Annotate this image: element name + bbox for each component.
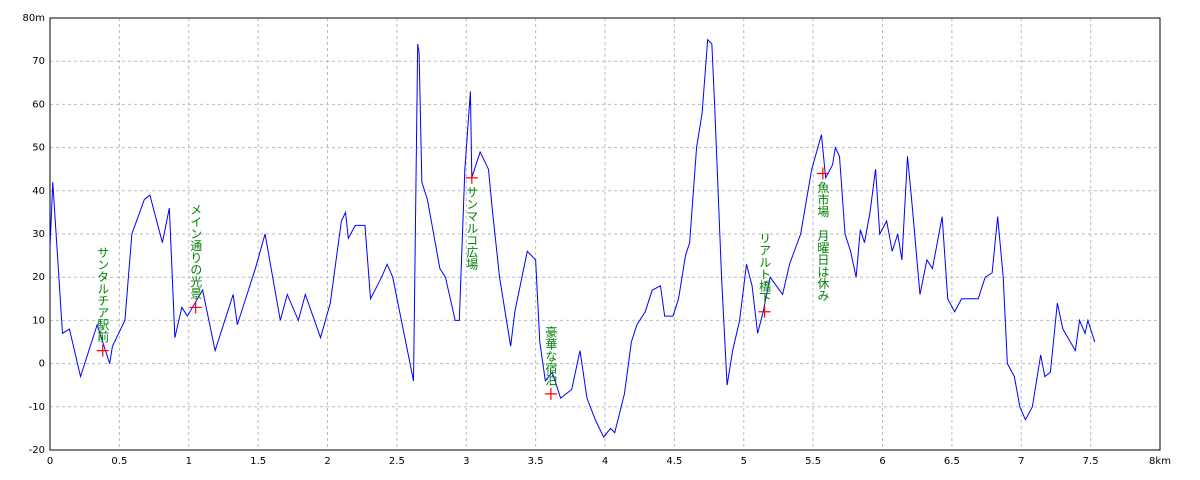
x-tick-label: 6 — [879, 456, 885, 467]
x-tick-label: 0.5 — [111, 456, 127, 467]
y-tick-label: 40 — [32, 186, 45, 197]
x-tick-label: 8km — [1149, 456, 1171, 467]
y-tick-label: 0 — [39, 359, 45, 370]
marker — [758, 305, 771, 318]
annotation: サンマルコ広場 — [465, 186, 479, 271]
y-tick-label: 10 — [32, 315, 45, 326]
y-tick-label: 30 — [32, 229, 45, 240]
plot-frame — [49, 17, 1161, 451]
x-tick-label: 2 — [324, 456, 330, 467]
marker — [96, 344, 109, 357]
x-tick-label: 2.5 — [389, 456, 405, 467]
elevation-line — [49, 38, 1096, 438]
x-tick-label: 0 — [47, 456, 53, 467]
marker — [189, 301, 202, 314]
annotation: サンタルチア駅前 — [96, 247, 110, 343]
annotation: リアルト橋下 — [758, 232, 772, 304]
y-tick-label: 70 — [32, 56, 45, 67]
x-tick-label: 1.5 — [250, 456, 266, 467]
x-tick-label: 3 — [463, 456, 469, 467]
marker — [816, 167, 829, 180]
annotation: 豪華な宿泊 — [544, 324, 558, 385]
x-tick-label: 7 — [1018, 456, 1024, 467]
x-tick-label: 6.5 — [944, 456, 960, 467]
x-tick-label: 5 — [741, 456, 747, 467]
x-tick-label: 1 — [186, 456, 192, 467]
y-tick-label: 60 — [32, 99, 45, 110]
y-tick-label: -10 — [29, 402, 45, 413]
y-tick-label: 20 — [32, 272, 45, 283]
y-tick-label: -20 — [29, 445, 45, 456]
x-tick-label: 4 — [602, 456, 608, 467]
x-tick-label: 5.5 — [805, 456, 821, 467]
y-tick-label: 50 — [32, 143, 45, 154]
y-tick-label: 80m — [23, 13, 45, 24]
annotation: メイン通りの光景 — [189, 203, 203, 299]
marker — [544, 387, 557, 400]
x-tick-label: 7.5 — [1083, 456, 1099, 467]
annotation: 魚市場 月曜日は休み — [816, 181, 830, 301]
x-tick-label: 3.5 — [528, 456, 544, 467]
x-tick-label: 4.5 — [666, 456, 682, 467]
marker — [465, 171, 478, 184]
